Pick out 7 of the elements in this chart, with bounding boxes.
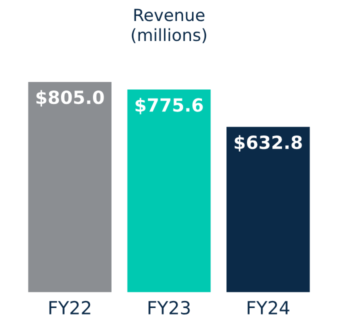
chart-title: Revenue (millions): [132, 8, 206, 44]
x-tick-label: FY23: [148, 300, 190, 315]
data-label: $805.0: [36, 90, 104, 107]
x-tick-label: FY22: [49, 300, 90, 314]
x-tick-label: FY24: [248, 300, 290, 314]
data-label: $632.8: [234, 135, 302, 152]
data-label: $775.6: [136, 98, 203, 114]
